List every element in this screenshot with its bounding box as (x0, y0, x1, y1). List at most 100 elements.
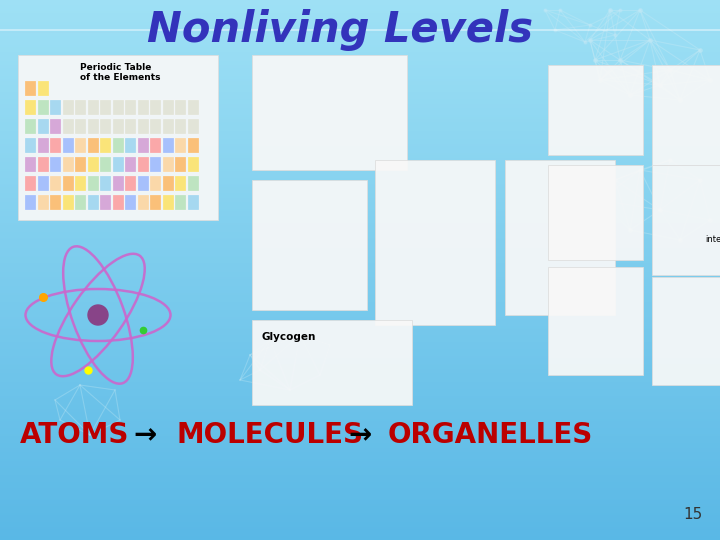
Bar (0, 484, 720, 486)
Bar (0, 220, 720, 221)
Bar (0, 169, 720, 171)
Bar (0, 331, 720, 333)
FancyBboxPatch shape (548, 65, 643, 155)
Bar (0, 529, 720, 531)
FancyBboxPatch shape (88, 100, 99, 115)
Bar (0, 319, 720, 320)
Bar (0, 471, 720, 474)
Bar (0, 385, 720, 387)
Bar (0, 238, 720, 239)
Bar (0, 434, 720, 436)
Bar (0, 448, 720, 450)
FancyBboxPatch shape (50, 119, 61, 134)
Bar (0, 346, 720, 347)
Bar (0, 117, 720, 119)
FancyBboxPatch shape (163, 157, 174, 172)
Bar (0, 463, 720, 464)
Bar (0, 326, 720, 328)
FancyBboxPatch shape (63, 195, 73, 210)
Bar (0, 193, 720, 194)
Bar (0, 362, 720, 363)
Bar (0, 173, 720, 174)
Bar (0, 452, 720, 454)
Bar (0, 11, 720, 12)
Bar (0, 123, 720, 124)
FancyBboxPatch shape (50, 138, 61, 153)
FancyBboxPatch shape (138, 176, 148, 191)
Bar (0, 437, 720, 439)
Bar (0, 405, 720, 407)
FancyBboxPatch shape (138, 138, 148, 153)
Bar (0, 382, 720, 383)
FancyBboxPatch shape (175, 195, 186, 210)
Bar (0, 15, 720, 16)
Bar (0, 340, 720, 342)
Bar (0, 282, 720, 285)
FancyBboxPatch shape (150, 138, 161, 153)
FancyBboxPatch shape (37, 138, 48, 153)
Bar (0, 119, 720, 120)
FancyBboxPatch shape (652, 165, 720, 275)
Bar (0, 133, 720, 135)
Bar (0, 430, 720, 432)
Bar (0, 333, 720, 335)
FancyBboxPatch shape (50, 195, 61, 210)
Bar (0, 263, 720, 265)
FancyBboxPatch shape (50, 100, 61, 115)
Bar (0, 77, 720, 79)
Bar (0, 414, 720, 416)
FancyBboxPatch shape (187, 119, 199, 134)
Bar (0, 425, 720, 427)
Bar (0, 45, 720, 47)
Bar (0, 369, 720, 371)
FancyBboxPatch shape (112, 176, 124, 191)
Bar (0, 81, 720, 83)
Bar (0, 180, 720, 182)
FancyBboxPatch shape (652, 65, 720, 165)
Bar (0, 349, 720, 351)
Text: ATOMS: ATOMS (20, 421, 130, 449)
Bar (0, 439, 720, 441)
Bar (0, 367, 720, 369)
FancyBboxPatch shape (652, 277, 720, 385)
FancyBboxPatch shape (187, 176, 199, 191)
Bar (0, 198, 720, 200)
Bar (0, 470, 720, 471)
FancyBboxPatch shape (37, 119, 48, 134)
Bar (0, 428, 720, 430)
FancyBboxPatch shape (505, 160, 615, 315)
FancyBboxPatch shape (88, 157, 99, 172)
Bar (0, 455, 720, 457)
FancyBboxPatch shape (112, 195, 124, 210)
Text: Glycogen: Glycogen (262, 332, 316, 342)
Bar (0, 515, 720, 517)
Bar (0, 416, 720, 417)
FancyBboxPatch shape (138, 195, 148, 210)
Bar (0, 493, 720, 495)
Bar (0, 277, 720, 279)
Bar (0, 52, 720, 54)
Bar (0, 227, 720, 228)
Bar (0, 150, 720, 151)
Bar (0, 247, 720, 248)
FancyBboxPatch shape (163, 100, 174, 115)
Bar (0, 501, 720, 502)
Bar (0, 99, 720, 101)
Bar (0, 254, 720, 255)
Bar (0, 295, 720, 297)
Bar (0, 374, 720, 376)
Bar (0, 356, 720, 358)
Bar (0, 151, 720, 153)
Bar (0, 461, 720, 463)
Bar (0, 29, 720, 31)
FancyBboxPatch shape (138, 119, 148, 134)
Bar (0, 504, 720, 506)
Bar (0, 481, 720, 482)
FancyBboxPatch shape (163, 195, 174, 210)
Bar (0, 407, 720, 409)
FancyBboxPatch shape (252, 55, 407, 170)
Bar (0, 396, 720, 398)
FancyBboxPatch shape (88, 119, 99, 134)
Bar (0, 423, 720, 425)
FancyBboxPatch shape (138, 100, 148, 115)
